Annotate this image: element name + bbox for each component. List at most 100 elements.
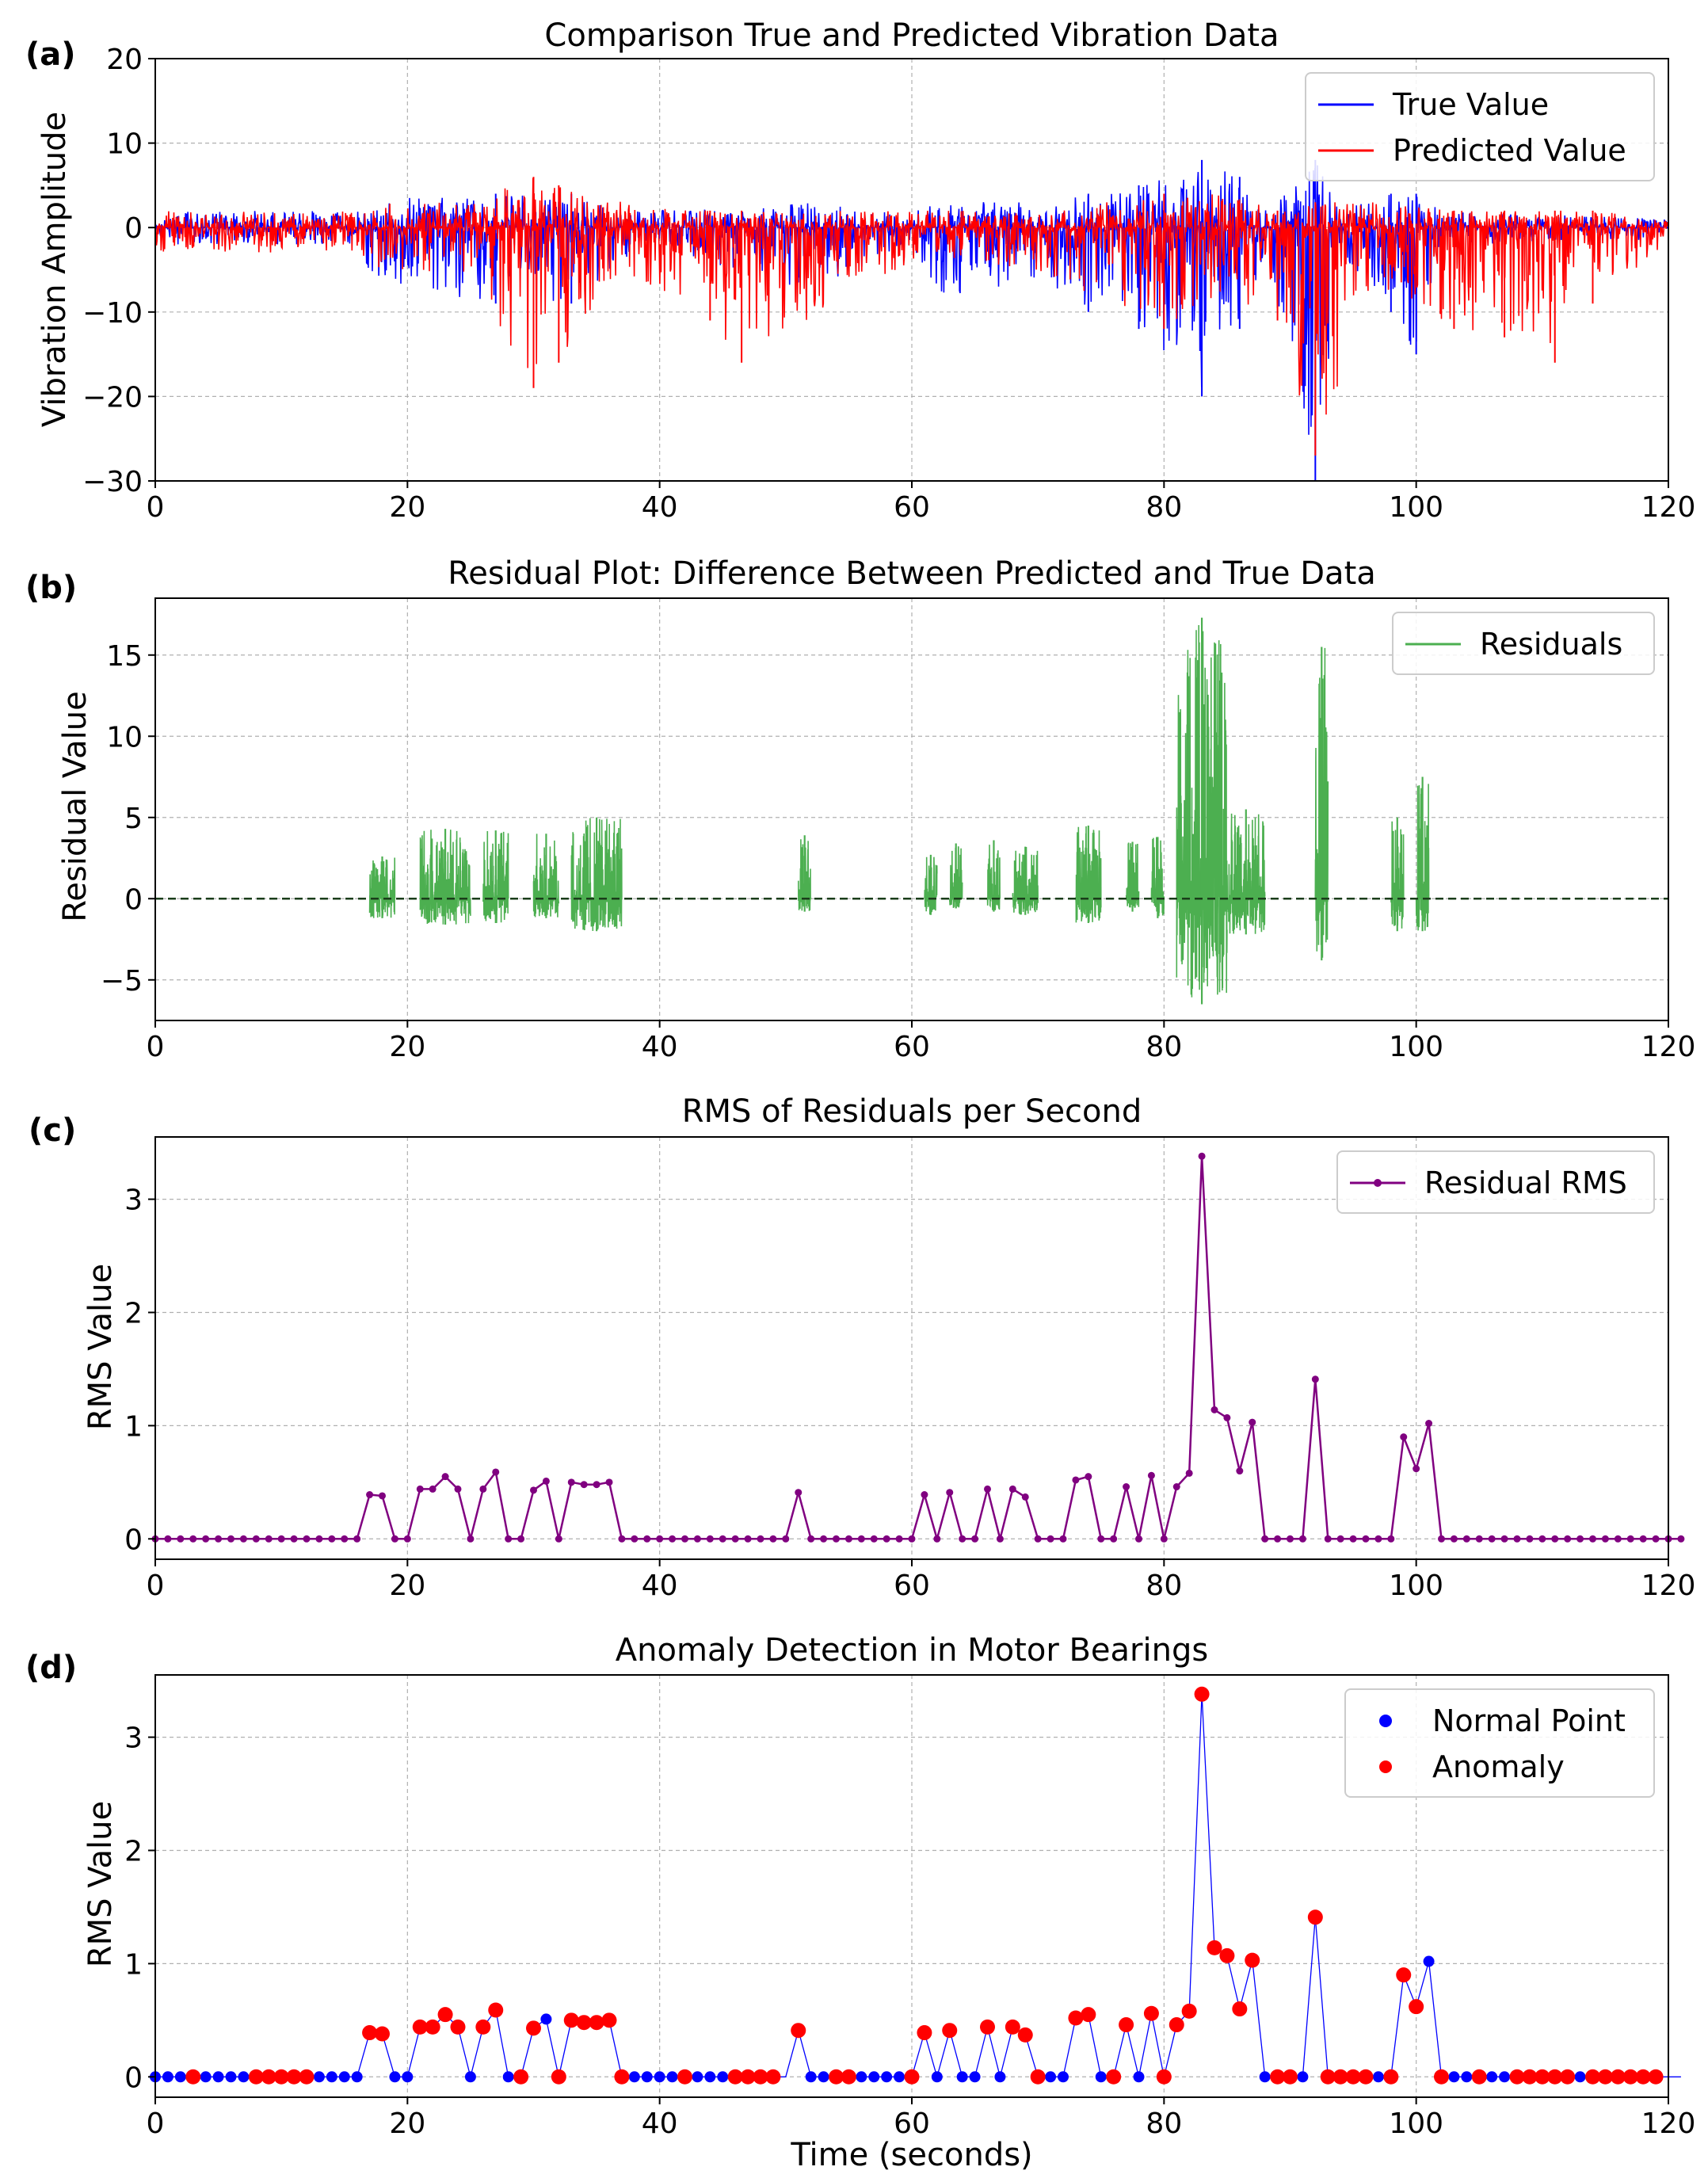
legend-box	[1336, 1150, 1655, 1214]
anomaly-point	[1535, 2069, 1550, 2085]
normal-point	[1133, 2071, 1145, 2083]
rms-point	[1223, 1413, 1231, 1421]
anomaly-point	[1409, 1999, 1424, 2015]
normal-point	[1423, 1955, 1435, 1967]
rms-point	[542, 1477, 550, 1485]
anomaly-point	[1396, 1967, 1412, 1983]
x-tick-label: 60	[894, 1031, 930, 1063]
rms-point	[618, 1535, 626, 1543]
y-tick-label: 3	[124, 1722, 143, 1755]
rms-point	[933, 1535, 941, 1543]
rms-point	[567, 1478, 575, 1486]
x-tick-label: 0	[147, 1570, 165, 1602]
x-tick-label: 40	[642, 491, 678, 524]
normal-point	[238, 2071, 250, 2083]
rms-point	[189, 1535, 197, 1543]
anomaly-point	[1030, 2069, 1046, 2085]
rms-point	[731, 1535, 739, 1543]
rms-point	[1311, 1375, 1319, 1383]
rms-point	[1374, 1535, 1382, 1543]
anomaly-point	[942, 2023, 958, 2039]
rms-point	[454, 1485, 462, 1493]
anomaly-point	[904, 2069, 920, 2085]
normal-point	[225, 2071, 237, 2083]
y-tick-label: 20	[106, 44, 143, 76]
normal-point	[402, 2071, 414, 2083]
anomaly-point	[614, 2069, 630, 2085]
y-tick-label: 0	[124, 2062, 143, 2094]
y-tick-label: 15	[106, 640, 143, 673]
legend: Normal Point Anomaly	[1344, 1688, 1655, 1798]
anomaly-point	[488, 2002, 504, 2018]
anomaly-point	[1597, 2069, 1613, 2085]
normal-point	[1372, 2071, 1384, 2083]
panel-a: (a) Comparison True and Predicted Vibrat…	[25, 17, 1695, 524]
normal-point	[704, 2071, 716, 2083]
rms-point	[1450, 1535, 1458, 1543]
y-tick-label: −20	[82, 381, 143, 414]
rms-point	[719, 1535, 726, 1543]
rms-point	[807, 1535, 815, 1543]
normal-point	[666, 2071, 678, 2083]
normal-point	[654, 2071, 665, 2083]
legend-label: Normal Point	[1432, 1703, 1626, 1738]
rms-point	[782, 1535, 790, 1543]
normal-point	[464, 2071, 476, 2083]
x-tick-label: 0	[147, 1031, 165, 1063]
normal-point	[1095, 2071, 1107, 2083]
x-tick-label: 60	[894, 491, 930, 524]
anomaly-point	[765, 2069, 781, 2085]
rms-point	[605, 1478, 613, 1486]
anomaly-point	[791, 2023, 806, 2039]
rms-point	[769, 1535, 777, 1543]
legend: Residuals	[1392, 612, 1655, 675]
rms-point	[857, 1535, 865, 1543]
panel-c-plot: 0 20 40 60 80 100 120 0 1 2 3 Residual RMS	[124, 1136, 1695, 1602]
rms-point	[315, 1535, 323, 1543]
rms-point	[757, 1535, 764, 1543]
rms-point	[1185, 1469, 1193, 1477]
y-tick-label: 3	[124, 1184, 143, 1217]
rms-point	[252, 1535, 260, 1543]
rms-point	[959, 1535, 966, 1543]
normal-point	[200, 2071, 212, 2083]
rms-point	[1626, 1535, 1634, 1543]
legend-label: Residuals	[1480, 627, 1622, 662]
rms-point	[1601, 1535, 1609, 1543]
anomaly-point	[362, 2025, 378, 2041]
rms-point	[870, 1535, 878, 1543]
y-tick-label: −10	[82, 297, 143, 330]
anomaly-point	[1320, 2069, 1336, 2085]
rms-point	[1362, 1535, 1370, 1543]
x-tick-label: 80	[1146, 1570, 1182, 1602]
y-tick-label: −5	[101, 965, 143, 998]
rms-point	[1652, 1535, 1660, 1543]
panel-d-title: Anomaly Detection in Motor Bearings	[616, 1632, 1208, 1669]
rms-point	[1034, 1535, 1042, 1543]
anomaly-point	[1522, 2069, 1538, 2085]
anomaly-point	[1245, 1952, 1260, 1968]
anomaly-point	[1283, 2069, 1298, 2085]
y-tick-label: 0	[124, 1524, 143, 1556]
normal-point	[1486, 2071, 1498, 2083]
rms-point	[1198, 1152, 1206, 1160]
rms-point	[1538, 1535, 1546, 1543]
legend-label: Predicted Value	[1393, 133, 1626, 168]
rms-point	[1172, 1483, 1180, 1491]
rms-point	[1287, 1535, 1294, 1543]
rms-point	[706, 1535, 714, 1543]
rms-point	[265, 1535, 273, 1543]
anomaly-point	[1005, 2019, 1020, 2035]
normal-point	[1461, 2071, 1473, 2083]
normal-point	[162, 2071, 173, 2083]
anomaly-point	[1207, 1940, 1222, 1955]
rms-point	[820, 1535, 828, 1543]
anomaly-point	[1181, 2003, 1197, 2019]
anomaly-point	[526, 2020, 541, 2036]
rms-point	[1249, 1418, 1256, 1426]
rms-point	[1462, 1535, 1470, 1543]
anomaly-point	[1119, 2017, 1134, 2033]
rms-point	[895, 1535, 903, 1543]
rms-point	[1324, 1535, 1332, 1543]
panel-a-title: Comparison True and Predicted Vibration …	[544, 17, 1279, 54]
